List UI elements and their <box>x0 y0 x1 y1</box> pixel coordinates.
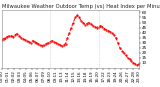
Text: Milwaukee Weather Outdoor Temp (vs) Heat Index per Minute (Last 24 Hours): Milwaukee Weather Outdoor Temp (vs) Heat… <box>2 4 160 9</box>
